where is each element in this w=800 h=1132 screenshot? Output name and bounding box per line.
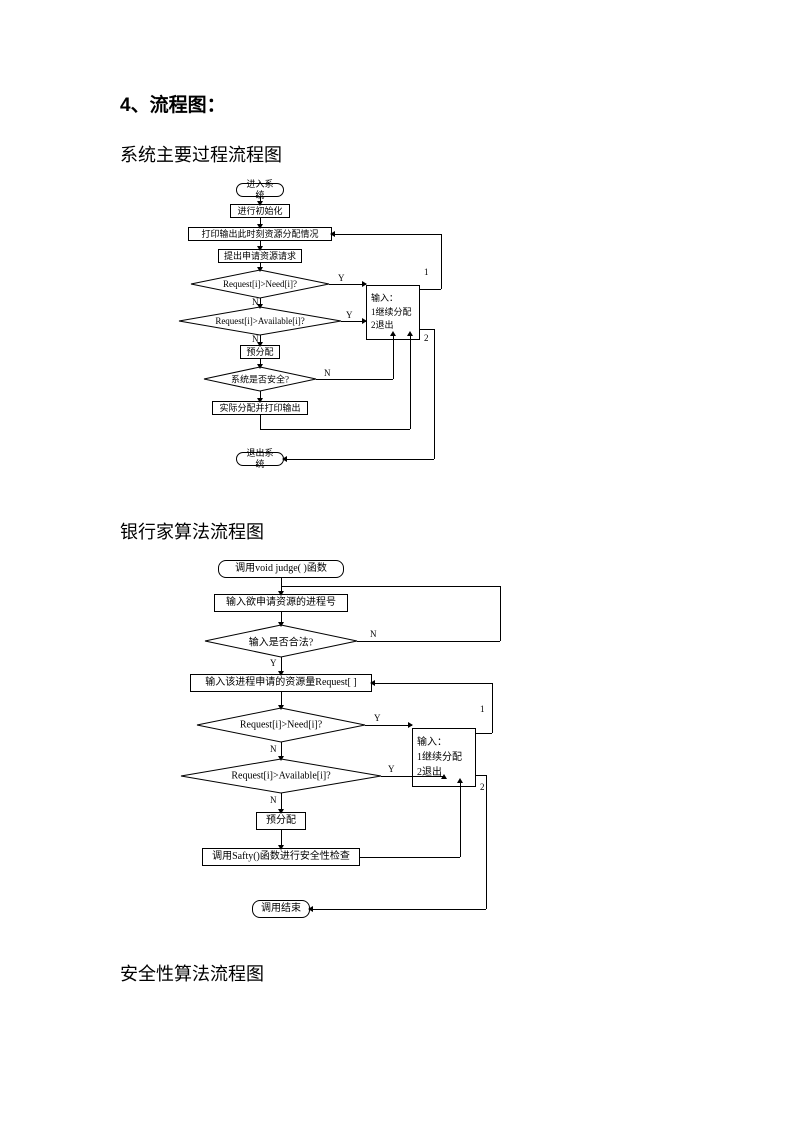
subheading-3: 安全性算法流程图 xyxy=(120,960,680,986)
fc2-input-pid: 输入欲申请资源的进程号 xyxy=(214,594,348,612)
fc1-d2-label: Request[i]>Available[i]? xyxy=(215,316,304,326)
fc2-y3: Y xyxy=(388,764,395,774)
fc1-d1-label: Request[i]>Need[i]? xyxy=(223,279,297,289)
fc1-d3-label: 系统是否安全? xyxy=(231,373,289,386)
fc1-y2: Y xyxy=(346,310,353,320)
flowchart-system-process: 进入系统 进行初始化 打印输出此时刻资源分配情况 提出申请资源请求 Reques… xyxy=(170,183,550,488)
section-heading: 4、流程图： xyxy=(120,90,680,117)
fc2-input-req: 输入该进程申请的资源量Request[ ] xyxy=(190,674,372,692)
fc1-one: 1 xyxy=(424,267,429,277)
fc1-print: 打印输出此时刻资源分配情况 xyxy=(188,227,332,241)
fc2-n2l: N xyxy=(270,744,277,754)
fc1-prealloc: 预分配 xyxy=(240,345,280,359)
fc2-end: 调用结束 xyxy=(252,900,310,918)
fc2-two: 2 xyxy=(480,782,485,792)
fc1-n1: N xyxy=(252,297,259,307)
fc2-prealloc: 预分配 xyxy=(256,812,306,830)
fc2-safety: 调用Safty()函数进行安全性检查 xyxy=(202,848,360,866)
flowchart-banker: 调用void judge( )函数 输入欲申请资源的进程号 输入是否合法? 输入… xyxy=(170,560,580,930)
fc1-exit: 退出系统 xyxy=(236,452,284,466)
subheading-1: 系统主要过程流程图 xyxy=(120,141,680,167)
fc2-d3-label: Request[i]>Available[i]? xyxy=(231,771,330,782)
fc2-n3l: N xyxy=(270,795,277,805)
fc1-n2: N xyxy=(252,334,259,344)
fc2-d2-label: Request[i]>Need[i]? xyxy=(240,720,322,731)
fc2-d1-label: 输入是否合法? xyxy=(249,634,313,649)
fc1-start: 进入系统 xyxy=(236,183,284,197)
fc1-init: 进行初始化 xyxy=(230,204,290,218)
subheading-2: 银行家算法流程图 xyxy=(120,518,680,544)
fc1-y1: Y xyxy=(338,273,345,283)
fc2-y1: Y xyxy=(270,658,277,668)
fc1-request: 提出申请资源请求 xyxy=(218,249,302,263)
fc2-n1l: N xyxy=(370,629,377,639)
fc1-n3: N xyxy=(324,368,331,378)
fc2-y2: Y xyxy=(374,713,381,723)
fc1-two: 2 xyxy=(424,333,429,343)
fc2-one: 1 xyxy=(480,704,485,714)
fc2-start: 调用void judge( )函数 xyxy=(218,560,344,578)
fc1-alloc: 实际分配并打印输出 xyxy=(212,401,308,415)
